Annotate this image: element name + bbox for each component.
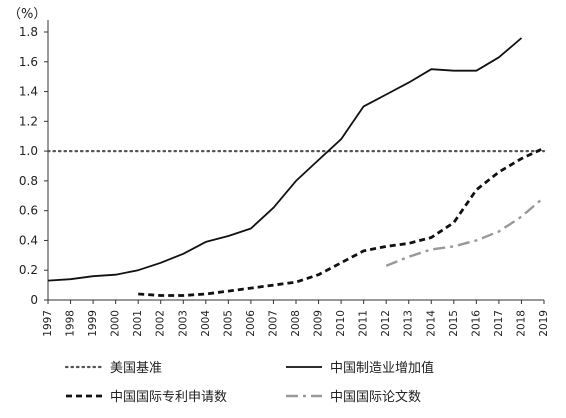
- x-tick-label: 2008: [290, 310, 302, 337]
- x-tick-label: 1999: [87, 310, 99, 337]
- x-tick-label: 2002: [155, 310, 167, 337]
- y-tick-label: 0.4: [19, 233, 38, 247]
- x-tick-label: 2007: [267, 310, 279, 337]
- x-tick-label: 2004: [200, 310, 212, 337]
- x-tick-label: 2011: [358, 310, 370, 337]
- x-tick-label: 2005: [222, 310, 234, 337]
- x-tick-label: 2016: [470, 310, 482, 337]
- y-tick-label: 1.8: [19, 25, 38, 39]
- y-axis-unit-label: （%）: [8, 7, 46, 22]
- series-layer: [46, 37, 546, 297]
- legend-label: 美国基准: [110, 361, 162, 376]
- x-tick-label: 2017: [493, 310, 505, 337]
- legend-item-1: 中国制造业增加值: [286, 360, 434, 376]
- y-tick-label: 0: [30, 293, 38, 307]
- legend-item-2: 中国国际专利申请数: [66, 390, 227, 405]
- x-tick-label: 2003: [177, 310, 189, 337]
- series-line-1: [47, 37, 523, 282]
- y-tick-label: 0.8: [19, 174, 38, 188]
- x-tick-label: 2012: [380, 310, 392, 337]
- x-tick-label: 2019: [538, 310, 550, 337]
- x-tick-label: 1997: [42, 310, 54, 337]
- x-tick-label: 2009: [313, 310, 325, 337]
- x-tick-label: 2013: [403, 310, 415, 337]
- legend-label: 中国国际专利申请数: [110, 390, 227, 405]
- y-tick-label: 1.0: [19, 144, 38, 158]
- x-tick-label: 2006: [245, 310, 257, 337]
- series-line-2: [138, 146, 545, 297]
- legend-label: 中国制造业增加值: [330, 360, 434, 376]
- x-tick-label: 1998: [65, 310, 77, 337]
- y-axis: 0 0.2 0.4 0.6 0.8 1.0 1.2 1.4 1.6 1.8: [19, 20, 49, 307]
- y-tick-label: 1.2: [19, 114, 38, 128]
- x-tick-label: 2000: [110, 310, 122, 337]
- legend-item-0: 美国基准: [64, 361, 162, 376]
- legend-label: 中国国际论文数: [330, 390, 421, 405]
- x-tick-label: 2001: [132, 310, 144, 337]
- y-tick-label: 1.6: [19, 55, 38, 69]
- x-tick-label: 2010: [335, 310, 347, 337]
- series-line-3: [385, 196, 545, 267]
- x-tick-label: 2018: [515, 310, 527, 337]
- y-tick-label: 0.6: [19, 204, 38, 218]
- x-tick-label: 2014: [425, 310, 437, 337]
- y-tick-label: 1.4: [19, 85, 38, 99]
- legend-item-3: 中国国际论文数: [286, 390, 421, 405]
- x-tick-label: 2015: [448, 310, 460, 337]
- x-axis: 1997 1998 1999 2000 2001 2002 2003 2004 2005 2006…: [42, 299, 550, 337]
- y-tick-label: 0.2: [19, 263, 38, 277]
